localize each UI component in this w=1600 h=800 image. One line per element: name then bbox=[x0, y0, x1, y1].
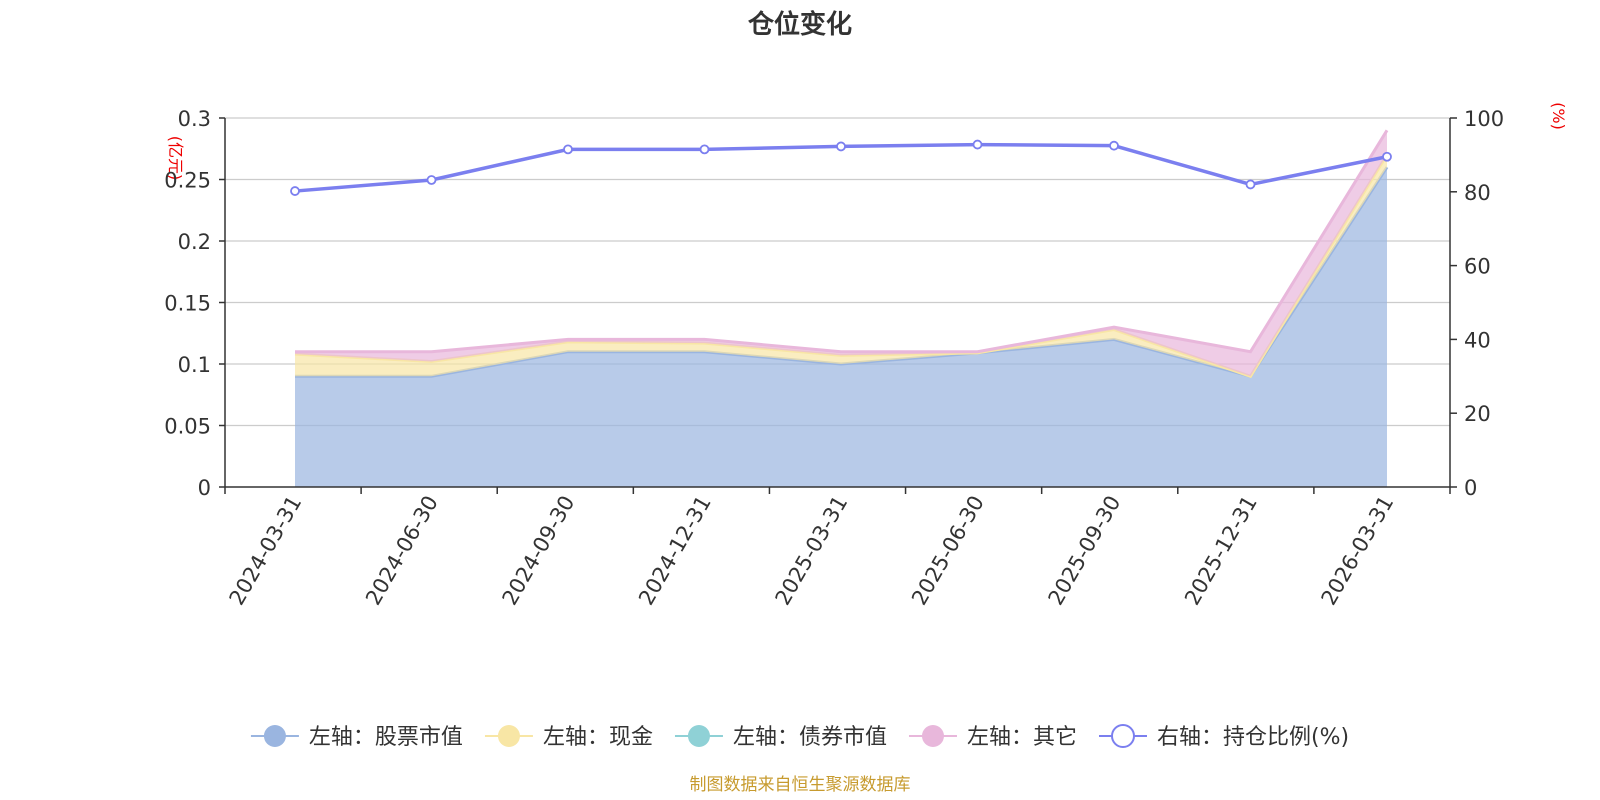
x-axis-tick-label: 2025-06-30 bbox=[907, 492, 989, 610]
area-左轴：股票市值 bbox=[295, 167, 1387, 487]
ratio-point bbox=[1109, 140, 1119, 151]
x-axis-tick-label: 2024-03-31 bbox=[225, 492, 307, 610]
right-axis-tick-label: 60 bbox=[1464, 255, 1491, 279]
legend-label: 左轴：现金 bbox=[543, 725, 653, 750]
area-edge-左轴：现金 bbox=[294, 154, 1389, 379]
ratio-point bbox=[563, 144, 573, 155]
legend-label: 左轴：债券市值 bbox=[733, 725, 887, 750]
legend-item[interactable]: 左轴：债券市值 bbox=[674, 725, 887, 750]
left-axis-tick-label: 0.05 bbox=[164, 415, 211, 439]
right-axis-tick-label: 20 bbox=[1464, 402, 1491, 426]
x-axis-tick-label: 2025-03-31 bbox=[771, 492, 853, 610]
ratio-point bbox=[1382, 151, 1392, 162]
ratio-point bbox=[699, 144, 710, 155]
legend-label: 左轴：其它 bbox=[967, 725, 1077, 750]
x-axis-tick-label: 2025-09-30 bbox=[1044, 492, 1126, 610]
legend-item[interactable]: 右轴：持仓比例(%) bbox=[1098, 724, 1349, 750]
area-左轴：现金 bbox=[295, 154, 1387, 377]
ratio-line-path bbox=[294, 142, 1388, 193]
area-edge-左轴：股票市值 bbox=[295, 166, 1389, 379]
legend-marker bbox=[263, 725, 286, 747]
legend-label: 左轴：股票市值 bbox=[309, 725, 463, 750]
right-axis-unit: (%) bbox=[1549, 102, 1568, 130]
x-axis-tick-label: 2024-12-31 bbox=[634, 492, 716, 610]
ratio-point bbox=[1245, 179, 1256, 190]
left-axis-tick-label: 0 bbox=[198, 476, 211, 500]
ratio-point bbox=[290, 186, 300, 196]
ratio-line bbox=[290, 139, 1392, 196]
source-note: 制图数据来自恒生聚源数据库 bbox=[690, 775, 911, 795]
right-axis-tick-label: 0 bbox=[1464, 476, 1477, 500]
legend-item[interactable]: 左轴：其它 bbox=[908, 725, 1077, 750]
left-axis-tick-label: 0.25 bbox=[164, 169, 211, 193]
right-axis-tick-label: 80 bbox=[1464, 181, 1491, 205]
x-axis-tick-label: 2026-03-31 bbox=[1317, 492, 1399, 610]
ratio-point bbox=[836, 141, 846, 152]
legend-marker bbox=[497, 725, 520, 747]
area-edge-左轴：其它 bbox=[295, 129, 1389, 354]
legend-marker bbox=[1110, 724, 1135, 748]
x-axis-tick-label: 2025-12-31 bbox=[1180, 492, 1262, 610]
left-axis-unit: (亿元) bbox=[166, 136, 185, 181]
legend-marker bbox=[687, 725, 710, 747]
stacked-areas bbox=[294, 129, 1389, 487]
ratio-point bbox=[972, 139, 983, 150]
left-axis-tick-label: 0.15 bbox=[164, 292, 211, 316]
legend-item[interactable]: 左轴：股票市值 bbox=[250, 725, 463, 750]
x-axis-tick-label: 2024-09-30 bbox=[498, 492, 580, 610]
ratio-point bbox=[426, 175, 437, 185]
x-axis-tick-label: 2024-06-30 bbox=[361, 492, 443, 610]
left-axis-tick-label: 0.2 bbox=[178, 230, 211, 254]
legend-marker bbox=[921, 725, 944, 747]
chart-title: 仓位变化 bbox=[747, 9, 852, 40]
left-axis-tick-label: 0.1 bbox=[178, 353, 211, 377]
right-axis-tick-label: 100 bbox=[1464, 107, 1504, 131]
legend-label: 右轴：持仓比例(%) bbox=[1157, 725, 1349, 750]
area-左轴：其它 bbox=[295, 130, 1387, 377]
legend-item[interactable]: 左轴：现金 bbox=[484, 725, 653, 750]
left-axis-tick-label: 0.3 bbox=[178, 107, 211, 131]
legend[interactable]: 左轴：股票市值 左轴：现金 左轴：债券市值 左轴：其它 右轴：持仓比例(%) bbox=[250, 724, 1349, 750]
right-axis-tick-label: 40 bbox=[1464, 328, 1491, 352]
